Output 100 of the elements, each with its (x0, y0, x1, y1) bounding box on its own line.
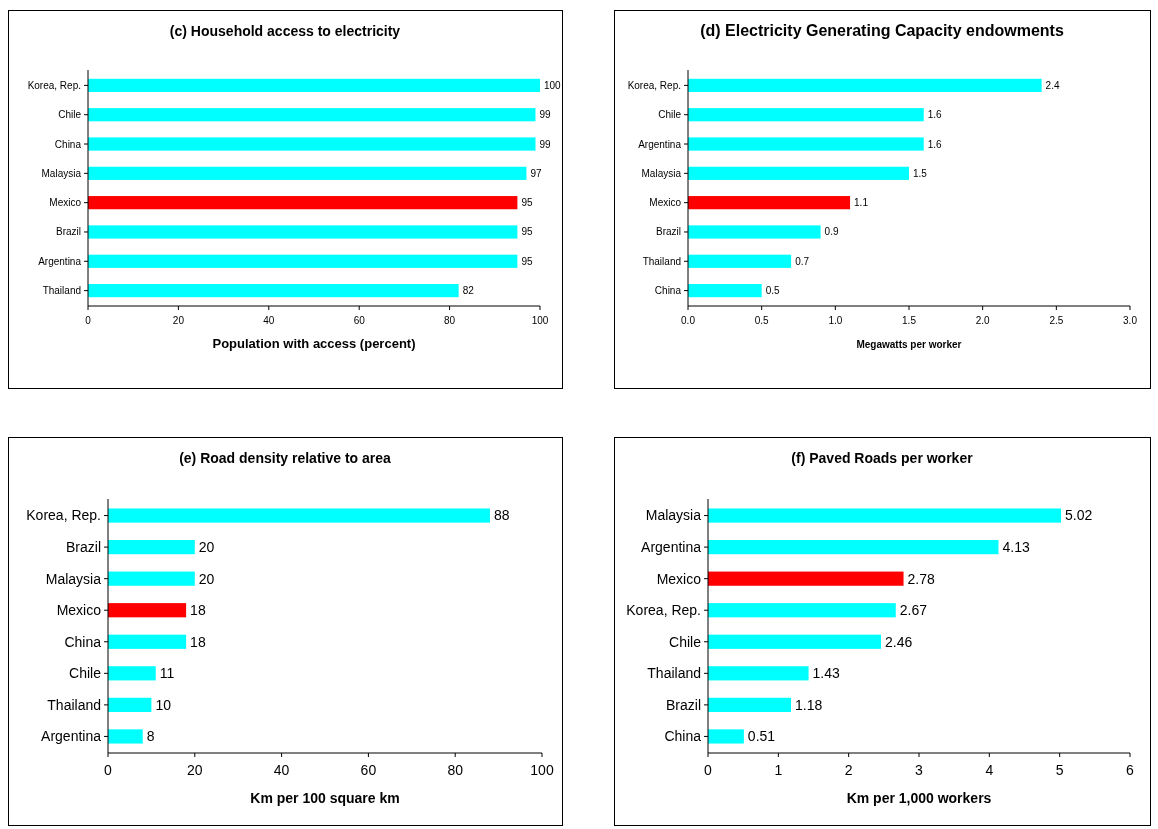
data-label: 0.9 (824, 226, 839, 238)
y-tick-label: Malaysia (645, 507, 702, 524)
y-tick-label: Thailand (47, 696, 101, 713)
x-tick-label: 0 (104, 762, 113, 778)
bar (688, 284, 762, 298)
data-label: 1.18 (794, 696, 823, 713)
y-tick-label: Thailand (42, 285, 81, 297)
bar (688, 166, 909, 180)
y-tick-label: Brazil (65, 539, 101, 556)
bar (108, 571, 195, 586)
y-tick-label: Malaysia (41, 167, 82, 179)
data-label: 8 (146, 728, 155, 745)
chart-title: (e) Road density relative to area (179, 450, 392, 466)
bar (688, 108, 924, 122)
y-tick-label: Mexico (649, 197, 682, 209)
data-label: 11 (159, 665, 175, 682)
y-tick-label: Brazil (655, 226, 681, 238)
y-tick-label: Thailand (642, 255, 681, 267)
x-tick-label: 4 (985, 762, 994, 778)
data-label: 0.5 (765, 285, 781, 297)
bar (108, 634, 187, 649)
y-tick-label: China (664, 728, 702, 745)
data-label: 10 (155, 696, 172, 713)
bar (88, 78, 540, 92)
bar (108, 603, 187, 618)
y-tick-label: Thailand (647, 665, 701, 682)
data-label: 1.1 (854, 197, 869, 209)
x-tick-label: 80 (444, 315, 456, 326)
y-tick-label: Brazil (665, 696, 701, 713)
x-tick-label: 0 (704, 762, 713, 778)
x-tick-label: 40 (263, 315, 275, 326)
bar (108, 666, 156, 681)
data-label: 5.02 (1065, 507, 1093, 524)
bar (88, 108, 536, 122)
y-tick-label: Korea, Rep. (26, 507, 101, 524)
x-tick-label: 60 (360, 762, 377, 778)
bar (688, 78, 1042, 92)
x-tick-label: 1 (774, 762, 783, 778)
x-tick-label: 100 (530, 762, 554, 778)
y-tick-label: Mexico (56, 602, 102, 619)
bar (688, 225, 821, 239)
x-tick-label: 0.5 (754, 315, 770, 326)
data-label: 20 (198, 570, 215, 587)
x-tick-label: 5 (1055, 762, 1064, 778)
bar (88, 254, 518, 268)
data-label: 1.6 (927, 109, 943, 121)
data-label: 20 (198, 539, 215, 556)
data-label: 18 (190, 602, 206, 619)
chart-title: (c) Household access to electricity (169, 23, 401, 39)
x-tick-label: 100 (531, 315, 549, 326)
chart-title: (f) Paved Roads per worker (791, 450, 974, 466)
bar (88, 225, 518, 239)
y-tick-label: Argentina (641, 539, 702, 556)
bar (88, 284, 459, 298)
bar (708, 571, 904, 586)
bar (108, 540, 195, 555)
x-tick-label: 2.0 (975, 315, 991, 326)
y-tick-label: Argentina (41, 728, 102, 745)
data-label: 4.13 (1002, 539, 1030, 556)
bar (708, 666, 809, 681)
y-tick-label: Korea, Rep. (627, 79, 681, 91)
y-tick-label: Argentina (638, 138, 682, 150)
y-tick-label: Mexico (49, 197, 82, 209)
y-tick-label: Mexico (656, 570, 702, 587)
chart-title: (d) Electricity Generating Capacity endowments (700, 22, 1064, 39)
data-label: 1.5 (913, 167, 928, 179)
bar (108, 697, 152, 712)
bar (688, 254, 792, 268)
data-label: 99 (539, 138, 552, 150)
bar (708, 508, 1062, 523)
x-tick-label: 80 (447, 762, 464, 778)
x-tick-label: 2.5 (1049, 315, 1064, 326)
data-label: 2.4 (1045, 79, 1060, 91)
data-label: 82 (462, 285, 475, 297)
bar (708, 697, 791, 712)
bar (708, 634, 882, 649)
bar (708, 540, 999, 555)
x-tick-label: 0.0 (681, 315, 696, 326)
data-label: 1.6 (927, 138, 943, 150)
x-axis-title: Km per 1,000 workers (846, 790, 992, 806)
data-label: 97 (530, 167, 542, 179)
y-tick-label: Chile (58, 109, 82, 121)
y-tick-label: Chile (658, 109, 682, 121)
data-label: 99 (539, 109, 552, 121)
data-label: 2.67 (899, 602, 928, 619)
x-tick-label: 40 (273, 762, 290, 778)
data-label: 88 (493, 507, 510, 524)
data-label: 0.7 (795, 255, 810, 267)
y-tick-label: China (54, 138, 82, 150)
x-tick-label: 6 (1126, 762, 1135, 778)
x-tick-label: 20 (187, 762, 203, 778)
y-tick-label: Korea, Rep. (626, 602, 701, 619)
x-tick-label: 3.0 (1123, 315, 1138, 326)
bar (708, 729, 744, 744)
x-tick-label: 60 (353, 315, 366, 326)
data-label: 95 (521, 255, 533, 267)
data-label: 2.46 (885, 633, 913, 650)
x-tick-label: 1.5 (902, 315, 917, 326)
data-label: 95 (521, 197, 533, 209)
data-label: 100 (544, 79, 562, 91)
